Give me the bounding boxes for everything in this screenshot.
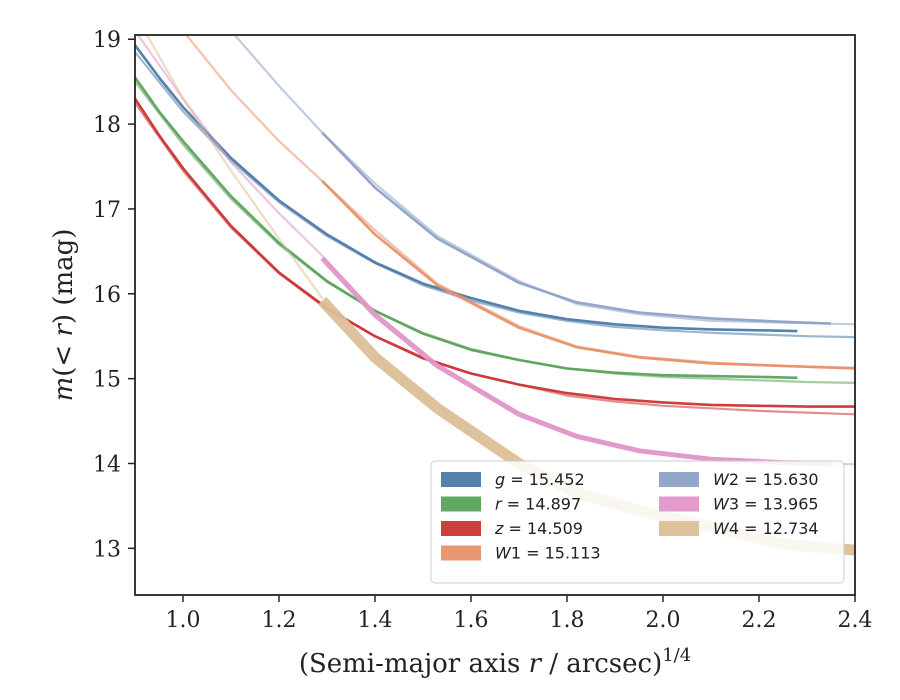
legend: g = 15.452 r = 14.897 z = 14.509 W1 = 15.11…	[430, 460, 845, 584]
x-tick-label: 2.4	[838, 608, 873, 633]
x-tick-label: 1.2	[262, 608, 297, 633]
legend-label-w4: W4 = 12.734	[713, 519, 819, 538]
y-axis: 13 14 15 16 17 18 19	[93, 28, 135, 562]
x-tick-label: 1.0	[166, 608, 201, 633]
y-axis-label-mid: (<	[49, 337, 79, 377]
y-tick-label: 15	[93, 368, 121, 393]
y-tick-label: 17	[93, 198, 121, 223]
y-axis-label: m(< r) (mag)	[49, 229, 79, 402]
y-axis-label-r: r	[49, 323, 79, 337]
series-r-measured-line	[135, 76, 798, 380]
y-tick-label: 19	[93, 28, 121, 53]
y-tick-label: 14	[93, 452, 121, 477]
legend-swatch-w1	[441, 545, 481, 561]
legend-label-r: r = 14.897	[495, 495, 581, 514]
legend-swatch-g	[441, 472, 481, 487]
legend-swatch-w2	[659, 472, 699, 487]
y-tick-label: 18	[93, 113, 121, 138]
series-w4-model-line	[145, 35, 324, 300]
plot-frame	[134, 34, 856, 596]
legend-items: g = 15.452 r = 14.897 z = 14.509 W1 = 15.11…	[441, 470, 819, 563]
series-w2-model-line	[233, 35, 855, 326]
legend-swatch-z	[441, 521, 481, 536]
y-axis-label-unit: ) (mag)	[49, 229, 79, 325]
y-tick-label: 13	[93, 537, 121, 562]
legend-label-g: g = 15.452	[495, 470, 585, 489]
x-tick-label: 1.4	[358, 608, 393, 633]
series-w2-measured-line	[321, 131, 832, 325]
legend-swatch-w3	[659, 496, 699, 512]
legend-label-z: z = 14.509	[494, 519, 583, 538]
y-tick-label: 16	[93, 283, 121, 308]
legend-label-w2: W2 = 15.630	[713, 470, 819, 489]
x-tick-label: 1.6	[454, 608, 489, 633]
series-g-model-line	[135, 50, 855, 339]
x-tick-label: 2.2	[742, 608, 777, 633]
series-w1-measured-line	[321, 179, 855, 370]
legend-swatch-r	[441, 496, 481, 512]
legend-label-w1: W1 = 15.113	[495, 544, 601, 563]
x-axis-label-main: (Semi-major axis	[299, 649, 529, 679]
x-axis-label-var: r	[529, 649, 543, 679]
x-tick-label: 1.8	[550, 608, 585, 633]
x-axis-label: (Semi-major axis r / arcsec)1/4	[299, 645, 691, 679]
x-axis-label-exponent: 1/4	[662, 645, 691, 666]
x-axis-label-tail: / arcsec)	[541, 649, 662, 679]
y-axis-label-m: m	[49, 377, 79, 402]
legend-label-w3: W3 = 13.965	[713, 495, 819, 514]
legend-swatch-w4	[659, 521, 699, 536]
x-axis: 1.0 1.2 1.4 1.6 1.8 2.0 2.2 2.4	[166, 595, 873, 633]
x-tick-label: 2.0	[646, 608, 681, 633]
series-z-measured-line	[135, 97, 855, 408]
legend-frame	[430, 460, 845, 584]
